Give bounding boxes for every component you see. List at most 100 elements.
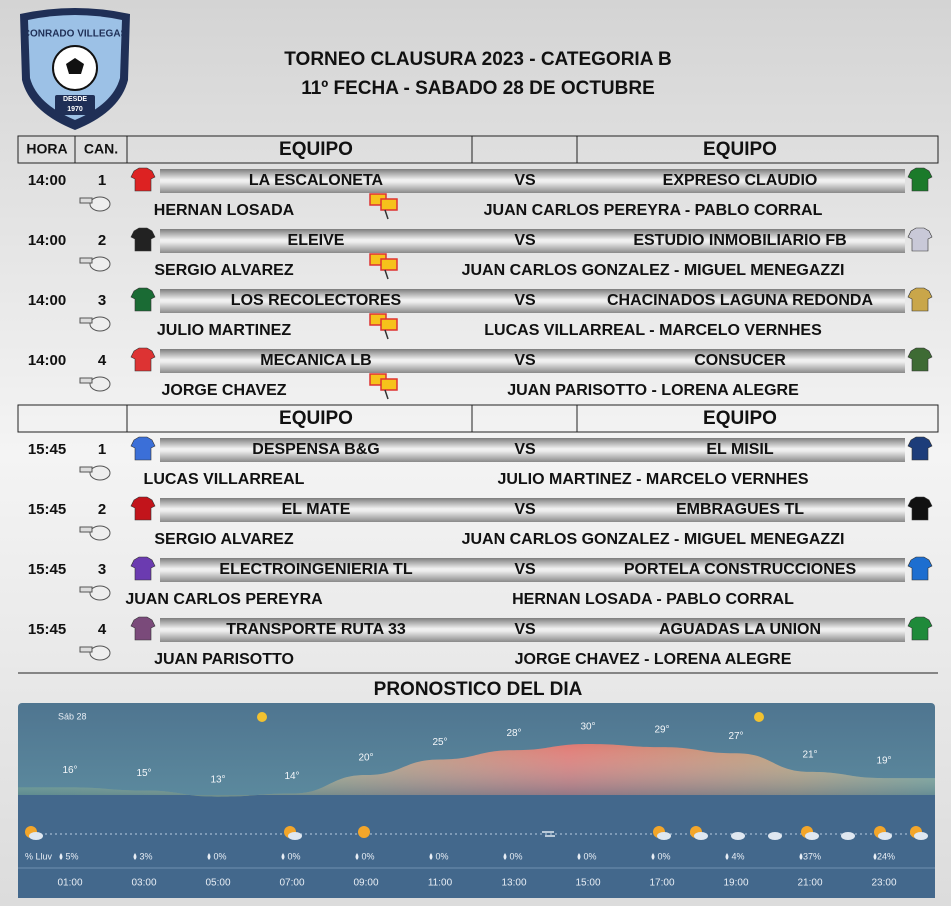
weather-icon: [878, 832, 892, 840]
time-label: 07:00: [279, 878, 304, 889]
time-label: 19:00: [723, 878, 748, 889]
jersey-icon: [907, 496, 933, 521]
time-label: 17:00: [649, 878, 674, 889]
temperature-label: 13°: [210, 774, 225, 785]
versus: VS: [514, 561, 536, 578]
rain-value: 4%: [731, 851, 744, 861]
jersey-shape: [907, 347, 933, 372]
team-bar: [160, 438, 905, 462]
team-bar: [160, 349, 905, 373]
jersey-icon: [130, 227, 156, 252]
sun-icon: [257, 712, 267, 722]
rain-label: % Lluv: [25, 851, 53, 861]
temperature-label: 15°: [136, 768, 151, 779]
jersey-icon: [907, 227, 933, 252]
match-time: 15:45: [28, 561, 66, 578]
assistants: JUAN PARISOTTO - LORENA ALEGRE: [507, 382, 799, 399]
forecast-lower: [18, 795, 935, 898]
team-bar: [160, 558, 905, 582]
whistle-icon: [79, 197, 93, 204]
logo-year: 1970: [67, 106, 83, 113]
jersey-shape: [907, 496, 933, 521]
rain-value: 5%: [65, 851, 78, 861]
away-team: EXPRESO CLAUDIO: [663, 172, 818, 189]
whistle-icon: [79, 646, 93, 653]
drop-icon: [799, 853, 803, 860]
match-field: 4: [98, 621, 107, 638]
away-team: EMBRAGUES TL: [676, 501, 804, 518]
assistants: JUAN CARLOS PEREYRA - PABLO CORRAL: [484, 202, 823, 219]
drop-icon: [503, 853, 507, 860]
jersey-icon: [130, 616, 156, 641]
jersey-icon: [130, 167, 156, 192]
header-cell: [576, 135, 939, 164]
forecast-day: Sáb 28: [58, 711, 87, 721]
whistle-icon: [79, 466, 93, 473]
drop-icon: [725, 853, 729, 860]
match-field: 4: [98, 352, 107, 369]
referee: LUCAS VILLARREAL: [144, 471, 305, 488]
jersey-icon: [907, 436, 933, 461]
home-team: LA ESCALONETA: [249, 172, 384, 189]
home-team: LOS RECOLECTORES: [231, 292, 402, 309]
header-label: EQUIPO: [703, 408, 777, 429]
versus: VS: [514, 621, 536, 638]
rain-value: 37%: [803, 851, 821, 861]
rain-value: 0%: [657, 851, 670, 861]
match-field: 3: [98, 561, 106, 578]
whistle-icon: [79, 317, 93, 324]
drop-icon: [207, 853, 211, 860]
jersey-icon: [130, 436, 156, 461]
away-team: CHACINADOS LAGUNA REDONDA: [607, 292, 874, 309]
jersey-shape: [130, 167, 156, 192]
drop-icon: [429, 853, 433, 860]
jersey-icon: [130, 347, 156, 372]
rain-value: 0%: [435, 851, 448, 861]
referee: SERGIO ALVAREZ: [154, 531, 293, 548]
assistants: JULIO MARTINEZ - MARCELO VERNHES: [497, 471, 808, 488]
jersey-shape: [907, 436, 933, 461]
whistle-icon: [79, 526, 93, 533]
home-team: EL MATE: [282, 501, 351, 518]
team-bar: [160, 169, 905, 193]
match-time: 15:45: [28, 501, 66, 518]
jersey-shape: [130, 436, 156, 461]
versus: VS: [514, 232, 536, 249]
jersey-shape: [907, 227, 933, 252]
assistants: JORGE CHAVEZ - LORENA ALEGRE: [515, 651, 792, 668]
drop-icon: [651, 853, 655, 860]
whistle-icon: [89, 525, 111, 541]
flag-icon: [384, 209, 389, 220]
home-team: TRANSPORTE RUTA 33: [226, 621, 406, 638]
referee: JUAN CARLOS PEREYRA: [125, 591, 323, 608]
rain-value: 0%: [509, 851, 522, 861]
home-team: DESPENSA B&G: [252, 441, 379, 458]
whistle-icon: [89, 256, 111, 272]
drop-icon: [873, 853, 877, 860]
temperature-label: 19°: [876, 756, 891, 767]
whistle-icon: [89, 196, 111, 212]
jersey-icon: [130, 496, 156, 521]
header-cell: [576, 404, 939, 433]
jersey-shape: [130, 616, 156, 641]
away-team: ESTUDIO INMOBILIARIO FB: [633, 232, 846, 249]
jersey-icon: [907, 616, 933, 641]
team-bar: [160, 618, 905, 642]
jersey-shape: [907, 287, 933, 312]
match-field: 2: [98, 501, 106, 518]
logo-since: DESDE: [63, 96, 87, 103]
whistle-icon: [89, 465, 111, 481]
referee: JORGE CHAVEZ: [161, 382, 286, 399]
time-label: 15:00: [575, 878, 600, 889]
weather-icon: [841, 832, 855, 840]
temperature-label: 14°: [284, 771, 299, 782]
temperature-label: 29°: [654, 725, 669, 736]
drop-icon: [577, 853, 581, 860]
versus: VS: [514, 441, 536, 458]
home-team: ELECTROINGENIERIA TL: [219, 561, 412, 578]
forecast-title: PRONOSTICO DEL DIA: [374, 679, 583, 700]
jersey-shape: [130, 287, 156, 312]
versus: VS: [514, 352, 536, 369]
flag-icon: [384, 269, 389, 280]
match-time: 14:00: [28, 232, 66, 249]
